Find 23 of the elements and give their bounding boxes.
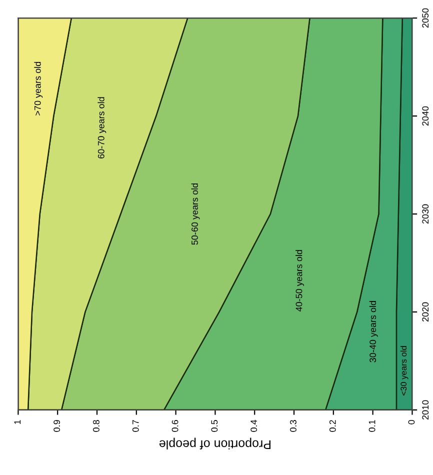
y-tick-label: 2030 <box>422 204 429 224</box>
series-label: 60-70 years old <box>98 97 106 158</box>
x-tick-label: 0.6 <box>172 420 178 432</box>
x-tick-label: 0.3 <box>290 420 296 432</box>
x-axis-title: Proportion of people <box>159 438 270 450</box>
y-tick-label: 2020 <box>422 302 429 322</box>
series-label: 50-60 years old <box>191 183 200 245</box>
x-tick-label: 0 <box>408 420 415 424</box>
x-tick-label: 0.9 <box>54 420 60 432</box>
y-tick-label: 2040 <box>422 106 429 126</box>
x-tick-label: 0.2 <box>329 420 336 432</box>
x-tick-label: 0.1 <box>368 420 376 432</box>
x-tick-label: 0.7 <box>132 420 139 432</box>
x-tick-label: 1 <box>14 420 21 424</box>
series-label: 40-50 years old <box>296 250 304 312</box>
series-label: <30 years old <box>400 346 408 396</box>
x-tick-label: 0.4 <box>250 420 258 432</box>
x-tick-label: 0.8 <box>93 420 100 432</box>
series-label: 30-40 years old <box>369 301 378 362</box>
series-label: >70 years old <box>34 62 43 116</box>
y-tick-label: 2010 <box>422 400 429 420</box>
x-tick-label: 0.5 <box>211 420 218 432</box>
y-tick-label: 2050 <box>422 8 429 28</box>
